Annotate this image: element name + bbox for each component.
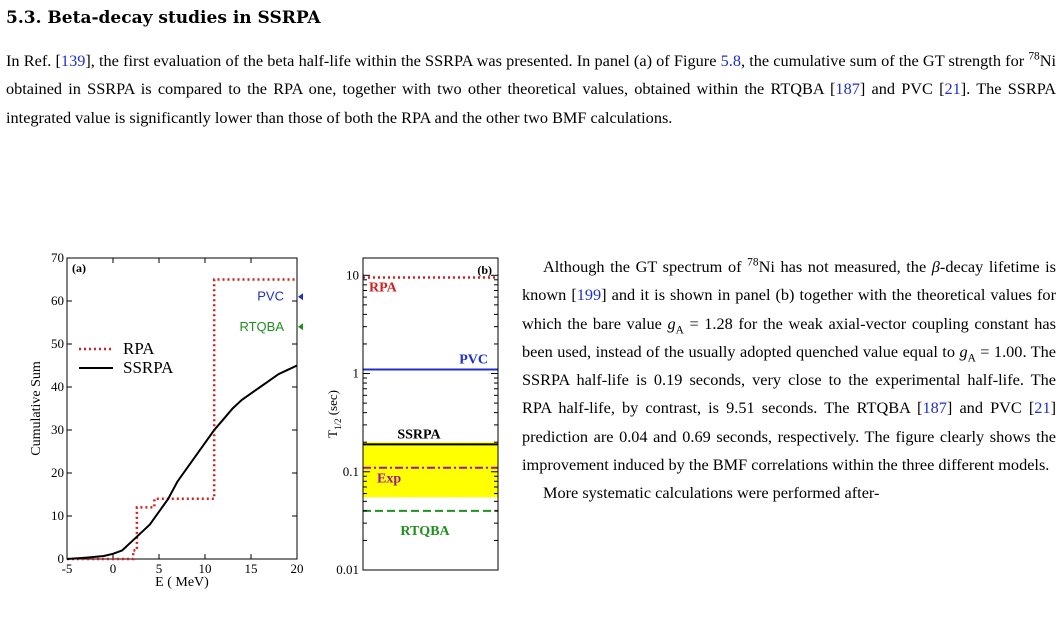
intro-paragraph: In Ref. [139], the first evaluation of t…: [6, 50, 1057, 127]
x-tick-label: 10: [199, 561, 212, 576]
panel-a-frame: [66, 257, 298, 560]
panel-a-label: (a): [72, 261, 86, 275]
lifetime-paragraph: Although the GT spectrum of 78Ni has not…: [522, 256, 1057, 475]
halflife-label-ssrpa: SSRPA: [397, 427, 441, 442]
citation-link[interactable]: 199: [576, 285, 602, 305]
citation-link[interactable]: 139: [60, 51, 86, 70]
halflife-label-pvc: PVC: [459, 352, 488, 367]
figure-link[interactable]: 5.8: [720, 51, 741, 70]
citation-link[interactable]: 187: [922, 398, 947, 418]
citation-link[interactable]: 21: [944, 79, 961, 99]
x-axis-label: E ( MeV): [155, 575, 209, 590]
y-tick-label: 60: [51, 293, 64, 308]
y-tick-label: 10: [346, 267, 359, 282]
series-rpa-line: [67, 278, 297, 561]
continuation-paragraph: More systematic calculations were perfor…: [543, 483, 880, 503]
panel-b-frame: [362, 257, 499, 571]
y-tick-label: 0: [58, 551, 65, 566]
y-axis-label-halflife: T1/2 (sec): [325, 390, 343, 438]
x-tick-label: 15: [245, 561, 258, 576]
halflife-label-exp: Exp: [377, 472, 401, 487]
x-tick-label: 20: [291, 561, 304, 576]
y-tick-label: 30: [51, 422, 64, 437]
y-tick-label: 1: [353, 366, 360, 381]
y-axis-label: Cumulative Sum: [29, 361, 44, 456]
halflife-label-rtqba: RTQBA: [400, 524, 450, 539]
y-tick-label: 40: [51, 379, 64, 394]
panel-b-chart: RPA PVC SSRPA Exp RTQBA 0.01 0.1 1 10 (b) T1/2 …: [325, 257, 499, 577]
y-axis-label-text: T1/2 (sec): [325, 390, 343, 438]
exp-band: [363, 442, 498, 498]
x-tick-label: 0: [110, 561, 117, 576]
marker-label: PVC: [257, 289, 284, 304]
legend-label: SSRPA: [123, 358, 174, 377]
citation-link[interactable]: 21: [1034, 398, 1051, 418]
x-tick-label: -5: [62, 561, 73, 576]
halflife-label-rpa: RPA: [369, 280, 398, 295]
marker-arrow: [298, 323, 303, 331]
series-ssrpa-line: [66, 364, 298, 560]
marker-label: RTQBA: [239, 319, 284, 334]
y-tick-label: 70: [51, 250, 64, 265]
section-heading: 5.3. Beta-decay studies in SSRPA: [6, 8, 321, 28]
y-tick-label: 10: [51, 508, 64, 523]
legend-label: RPA: [123, 339, 155, 358]
y-tick-label: 50: [51, 336, 64, 351]
x-tick-label: 5: [156, 561, 163, 576]
panel-b-label: (b): [477, 263, 492, 277]
marker-arrow: [298, 293, 303, 301]
y-tick-label: 20: [51, 465, 64, 480]
y-tick-label: 0.01: [336, 562, 359, 577]
y-tick-label: 0.1: [343, 464, 359, 479]
citation-link[interactable]: 187: [835, 79, 860, 99]
right-column-text: Although the GT spectrum of 78Ni has not…: [522, 253, 1056, 508]
